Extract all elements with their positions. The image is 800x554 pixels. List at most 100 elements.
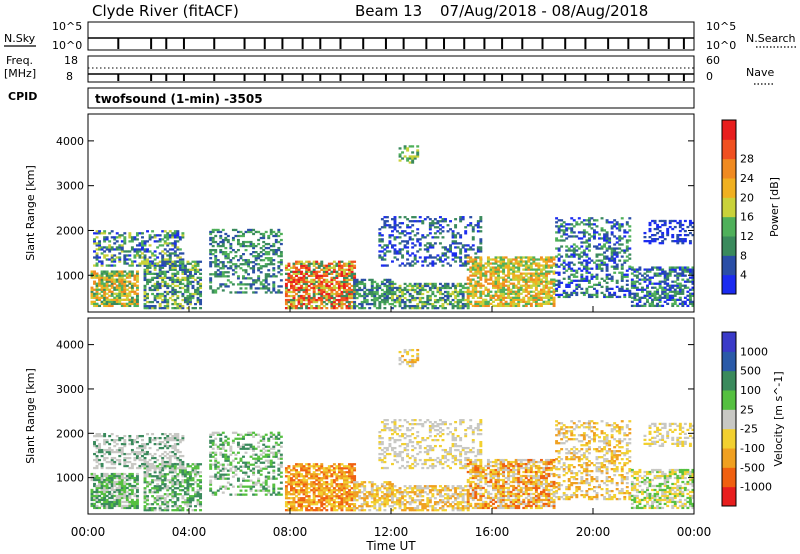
nsearch-tick-top: 10^5 [706, 20, 736, 33]
echo-cell [663, 221, 667, 225]
echo-cell [598, 283, 601, 286]
echo-cell [120, 304, 124, 308]
echo-cell [274, 250, 278, 254]
echo-cell [363, 298, 367, 302]
echo-cell [335, 272, 339, 275]
echo-cell [279, 291, 283, 294]
echo-cell [337, 280, 341, 284]
echo-cell [514, 298, 518, 301]
echo-cell [532, 268, 536, 271]
echo-cell [151, 284, 155, 288]
echo-cell [330, 282, 334, 286]
echo-cell [115, 450, 119, 454]
echo-cell [163, 460, 167, 464]
echo-cell [322, 288, 326, 292]
echo-cell [93, 490, 96, 494]
echo-cell [130, 248, 134, 251]
echo-cell [661, 268, 665, 271]
echo-cell [151, 438, 155, 442]
echo-cell [151, 491, 155, 494]
echo-cell [332, 260, 336, 263]
echo-cell [90, 496, 94, 500]
echo-cell [332, 302, 336, 306]
echo-cell [166, 232, 170, 235]
echo-cell [532, 278, 536, 281]
echo-cell [103, 236, 107, 239]
echo-cell [236, 230, 240, 234]
echo-cell [115, 496, 119, 500]
echo-cell [340, 292, 344, 296]
echo-cell [620, 223, 624, 226]
echo-cell [343, 268, 346, 271]
echo-cell [128, 300, 132, 303]
echo-cell [643, 304, 647, 308]
echo-cell [151, 278, 155, 282]
echo-cell [691, 280, 695, 283]
echo-cell [557, 281, 561, 284]
echo-cell [143, 248, 147, 251]
echo-cell [148, 286, 152, 290]
echo-cell [257, 242, 261, 246]
echo-cell [317, 292, 321, 296]
power-field [90, 145, 695, 310]
echo-cell [171, 438, 175, 442]
echo-cell [517, 266, 521, 269]
echo-cell [199, 278, 203, 282]
echo-cell [199, 290, 203, 294]
echo-cell [600, 291, 604, 295]
echo-cell [90, 478, 94, 482]
echo-cell [249, 244, 253, 248]
echo-cell [153, 306, 157, 310]
echo-cell [630, 286, 634, 289]
echo-cell [552, 300, 556, 303]
echo-cell [623, 235, 627, 238]
echo-cell [194, 266, 197, 269]
echo-cell [479, 226, 483, 229]
echo-cell [98, 442, 102, 446]
echo-cell [459, 242, 463, 245]
echo-cell [166, 282, 170, 286]
echo-cell [391, 288, 394, 292]
echo-cell [130, 296, 134, 299]
echo-cell [312, 300, 316, 304]
echo-cell [380, 258, 384, 261]
echo-cell [411, 306, 415, 310]
echo-cell [186, 280, 190, 284]
echo-cell [234, 291, 238, 294]
echo-cell [398, 286, 402, 290]
echo-cell [446, 296, 450, 300]
echo-cell [519, 286, 523, 289]
echo-cell [178, 469, 182, 472]
echo-cell [156, 296, 160, 300]
echo-cell [600, 229, 604, 232]
echo-cell [93, 256, 96, 259]
echo-cell [534, 302, 538, 306]
echo-cell [555, 271, 559, 274]
echo-cell [135, 474, 139, 478]
echo-cell [441, 304, 445, 308]
echo-cell [509, 288, 513, 291]
echo-cell [130, 238, 134, 241]
echo-cell [552, 302, 556, 306]
echo-cell [103, 230, 107, 233]
echo-cell [143, 298, 147, 302]
echo-cell [118, 234, 122, 237]
echo-cell [161, 487, 165, 490]
echo-cell [555, 225, 559, 228]
echo-cell [284, 306, 288, 310]
echo-cell [143, 507, 147, 510]
echo-cell [570, 291, 574, 295]
echo-cell [90, 492, 94, 496]
echo-cell [103, 488, 107, 492]
echo-cell [431, 220, 435, 223]
echo-cell [572, 251, 576, 254]
echo-cell [118, 496, 122, 500]
echo-cell [658, 286, 662, 289]
echo-cell [130, 302, 134, 306]
echo-cell [416, 240, 420, 243]
echo-cell [93, 242, 96, 245]
echo-cell [481, 290, 485, 293]
echo-cell [151, 306, 155, 310]
echo-cell [267, 275, 271, 278]
echo-cell [421, 288, 425, 292]
